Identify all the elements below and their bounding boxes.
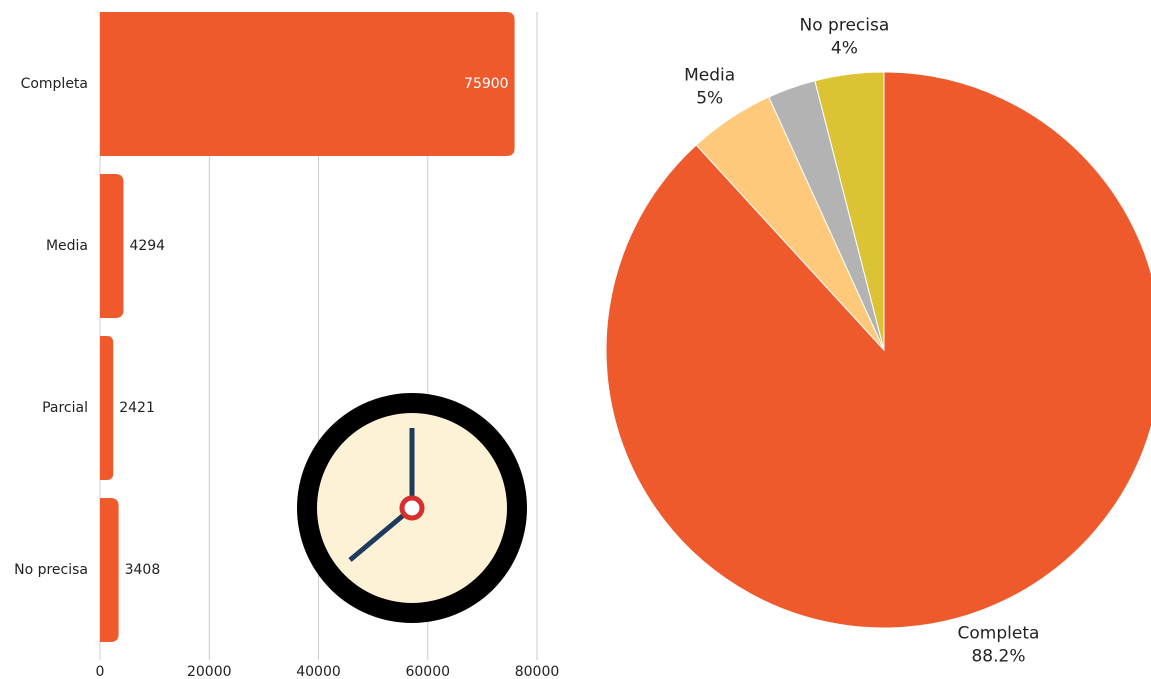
x-tick-label: 60000 [405,664,450,679]
x-tick-label: 80000 [515,664,560,679]
slice-label: Completa [958,624,1040,644]
bar-chart: 0 20000 40000 60000 80000 Completa 75900 Media 4… [14,12,559,679]
bar [100,12,515,156]
bar [100,336,114,480]
pie-chart: Completa 88.2% Media 5% No precisa 4% [605,15,1151,667]
clock-center [399,495,425,521]
value-label: 3408 [125,562,161,578]
bar [100,174,124,318]
x-tick-label: 20000 [187,664,232,679]
clock-illustration [297,393,527,623]
slice-label: Media [684,65,735,85]
pie-slice [814,71,885,351]
value-label: 2421 [119,400,155,416]
y-tick-label: Completa [21,76,88,92]
slice-label: No precisa [800,15,890,35]
value-label: 75900 [464,76,509,92]
slice-value: 4% [831,38,858,58]
x-tick-label: 0 [96,664,105,679]
clock-hand [348,506,414,562]
y-tick-label: No precisa [14,562,88,578]
slice-value: 5% [696,88,723,108]
bar [100,498,119,642]
y-tick-label: Parcial [42,400,88,416]
y-tick-label: Media [46,238,88,254]
pie-slice [605,71,1151,629]
slice-value: 88.2% [971,647,1025,667]
x-tick-label: 40000 [296,664,341,679]
value-label: 4294 [129,238,165,254]
